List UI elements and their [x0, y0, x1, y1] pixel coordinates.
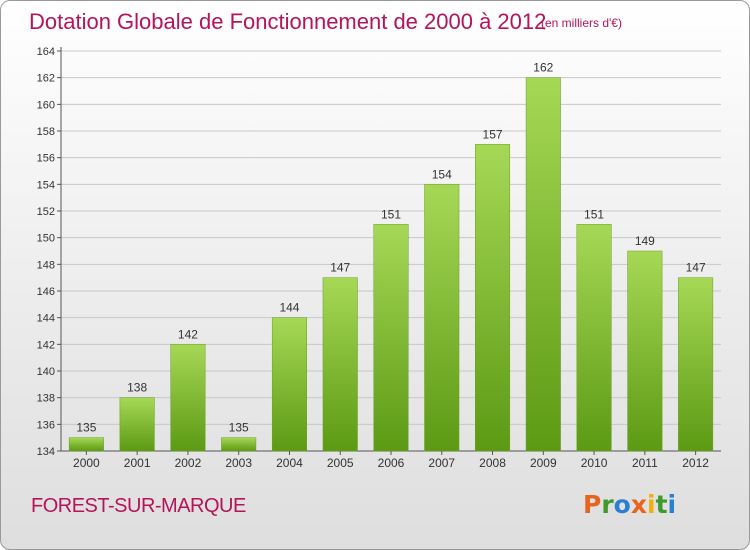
y-tick-label: 152 [37, 206, 55, 218]
bar-2010 [576, 224, 612, 452]
x-tick-label-2009: 2009 [530, 456, 557, 470]
data-label-2009: 162 [533, 61, 553, 75]
y-tick-label: 148 [37, 259, 55, 271]
x-tick-label-2001: 2001 [124, 456, 151, 470]
commune-name: FOREST-SUR-MARQUE [31, 495, 246, 517]
data-label-2012: 147 [686, 261, 706, 275]
y-tick-label: 156 [37, 153, 55, 165]
x-tick-label-2007: 2007 [428, 456, 455, 470]
y-tick-label: 146 [37, 286, 55, 298]
data-label-2007: 154 [432, 167, 452, 181]
data-label-2008: 157 [483, 127, 503, 141]
bar-2009 [525, 77, 561, 452]
y-tick-label: 154 [37, 179, 55, 191]
data-label-2010: 151 [584, 207, 604, 221]
data-label-2003: 135 [229, 421, 249, 435]
data-label-2004: 144 [279, 301, 299, 315]
bar-2001 [119, 397, 155, 452]
y-tick-label: 158 [37, 126, 55, 138]
chart-title: Dotation Globale de Fonctionnement de 20… [29, 9, 547, 34]
y-tick-label: 142 [37, 339, 55, 351]
x-tick-label-2002: 2002 [175, 456, 202, 470]
data-label-2002: 142 [178, 327, 198, 341]
logo-letter: x [630, 490, 647, 519]
data-label-2006: 151 [381, 207, 401, 221]
bar-2004 [271, 317, 307, 452]
x-tick-label-2003: 2003 [225, 456, 252, 470]
x-tick-label-2012: 2012 [682, 456, 709, 470]
bar-2005 [322, 277, 358, 452]
y-tick-label: 164 [37, 46, 55, 58]
x-tick-label-2010: 2010 [581, 456, 608, 470]
y-tick-label: 150 [37, 233, 55, 245]
data-label-2011: 149 [635, 234, 655, 248]
bar-2011 [627, 250, 663, 452]
x-tick-label-2000: 2000 [73, 456, 100, 470]
x-tick-label-2004: 2004 [276, 456, 303, 470]
y-tick-label: 138 [37, 393, 55, 405]
bar-2003 [221, 437, 257, 452]
y-tick-label: 140 [37, 366, 55, 378]
logo-letter: i [647, 490, 656, 519]
bar-2006 [373, 224, 409, 452]
y-tick-label: 134 [37, 446, 55, 458]
bar-2000 [68, 437, 104, 452]
data-label-2000: 135 [76, 421, 96, 435]
x-tick-label-2006: 2006 [378, 456, 405, 470]
logo-letter: P [583, 490, 602, 519]
bar-2002 [170, 344, 206, 452]
logo-letter: i [667, 490, 677, 519]
x-tick-label-2008: 2008 [479, 456, 506, 470]
data-label-2005: 147 [330, 261, 350, 275]
bar-2007 [424, 184, 460, 452]
y-tick-label: 136 [37, 419, 55, 431]
y-tick-label: 160 [37, 99, 55, 111]
chart-subtitle: (en milliers d'€) [541, 16, 622, 30]
y-tick-label: 144 [37, 313, 55, 325]
x-tick-label-2005: 2005 [327, 456, 354, 470]
logo-letter: t [655, 490, 668, 519]
bar-2012 [678, 277, 714, 452]
x-tick-label-2011: 2011 [632, 456, 658, 470]
proxiti-logo: Proxiti [583, 490, 676, 519]
logo-letter: o [613, 490, 631, 519]
bar-2008 [475, 144, 511, 452]
y-tick-label: 162 [37, 73, 55, 85]
data-label-2001: 138 [127, 381, 147, 395]
logo-letter: r [601, 490, 614, 519]
